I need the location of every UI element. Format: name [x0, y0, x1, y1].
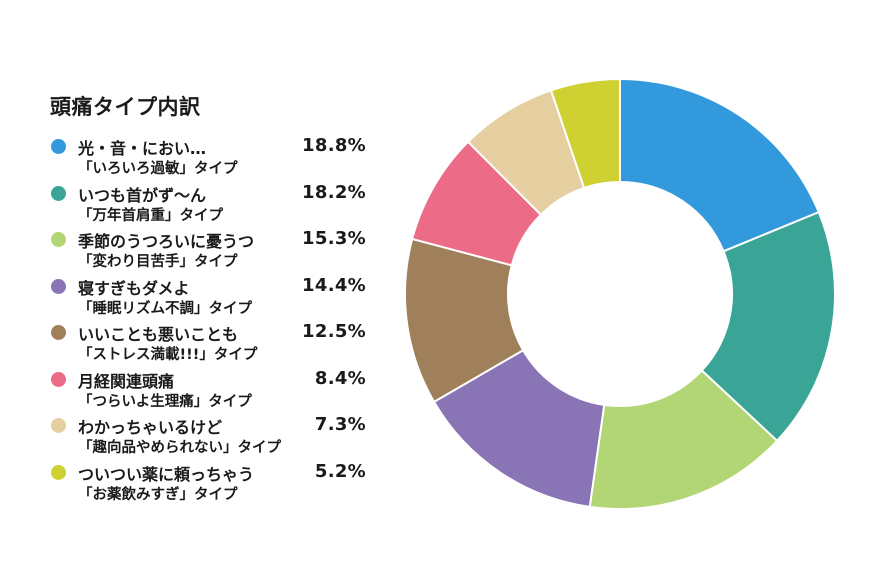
legend-label: いいことも悪いことも [78, 325, 239, 344]
legend-marker [51, 371, 66, 387]
legend-sublabel: 「つらいよ生理痛」タイプ [78, 393, 252, 410]
legend-marker [51, 464, 66, 480]
legend-item: いつも首がず〜ん 「万年首肩重」タイプ 18.2% [48, 181, 378, 228]
chart-title: 頭痛タイプ内訳 [50, 95, 201, 119]
legend-label: 光・音・におい… [78, 139, 207, 158]
legend-marker [51, 232, 66, 247]
legend-value: 14.4% [302, 274, 366, 296]
legend-value: 7.3% [314, 414, 366, 435]
legend: 光・音・におい… 「いろいろ過敏」タイプ 18.8% いつも首がず〜ん 「万年首… [48, 134, 378, 506]
legend-label: ついつい薬に頼っちゃう [78, 464, 255, 484]
legend-label: 寝すぎもダメよ [78, 278, 190, 298]
legend-value: 8.4% [314, 367, 366, 389]
legend-marker [51, 418, 66, 433]
legend-sublabel: 「万年首肩重」タイプ [78, 207, 223, 224]
legend-value: 12.5% [302, 321, 366, 342]
legend-item: 寝すぎもダメよ 「睡眠リズム不調」タイプ 14.4% [48, 274, 378, 321]
legend-label: いつも首がず〜ん [78, 185, 207, 205]
legend-item: 月経関連頭痛 「つらいよ生理痛」タイプ 8.4% [48, 367, 378, 414]
legend-item: 季節のうつろいに憂うつ 「変わり目苦手」タイプ 15.3% [48, 227, 378, 274]
legend-value: 18.8% [302, 135, 366, 156]
legend-label: 季節のうつろいに憂うつ [78, 232, 255, 251]
legend-marker [51, 185, 66, 201]
legend-marker [51, 325, 66, 340]
legend-marker [51, 278, 66, 294]
legend-label: わかっちゃいるけど [78, 418, 223, 437]
donut-slice [619, 78, 820, 253]
donut-chart [404, 78, 836, 510]
legend-sublabel: 「いろいろ過敏」タイプ [78, 161, 238, 177]
legend-sublabel: 「趣向品やめられない」タイプ [78, 440, 281, 456]
legend-marker [51, 139, 66, 154]
legend-sublabel: 「ストレス満載!!!」タイプ [78, 347, 258, 363]
donut-slice [700, 211, 836, 442]
donut-slice [550, 78, 621, 189]
legend-value: 15.3% [302, 228, 366, 249]
legend-item: いいことも悪いことも 「ストレス満載!!!」タイプ 12.5% [48, 320, 378, 367]
legend-item: わかっちゃいるけど 「趣向品やめられない」タイプ 7.3% [48, 413, 378, 460]
legend-item: ついつい薬に頼っちゃう 「お薬飲みすぎ」タイプ 5.2% [48, 460, 378, 507]
legend-item: 光・音・におい… 「いろいろ過敏」タイプ 18.8% [48, 134, 378, 181]
legend-value: 5.2% [314, 460, 366, 482]
legend-value: 18.2% [302, 181, 366, 203]
legend-sublabel: 「お薬飲みすぎ」タイプ [78, 486, 238, 503]
legend-sublabel: 「変わり目苦手」タイプ [78, 254, 238, 270]
legend-label: 月経関連頭痛 [78, 371, 175, 391]
legend-sublabel: 「睡眠リズム不調」タイプ [78, 300, 252, 317]
